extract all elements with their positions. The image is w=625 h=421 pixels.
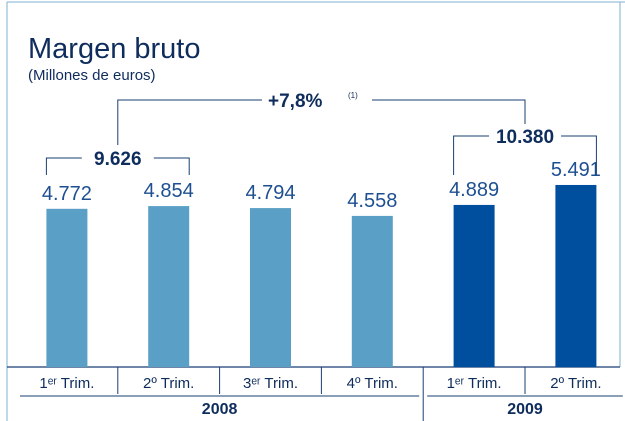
- value-label: 4.854: [144, 180, 194, 202]
- bar: [46, 208, 88, 367]
- chart-title: Margen bruto: [28, 33, 201, 65]
- value-label: 4.794: [245, 182, 295, 204]
- value-label: 5.491: [551, 159, 601, 181]
- group-label: 2009: [507, 401, 543, 418]
- total-label: 10.380: [496, 127, 554, 148]
- x-tick-label: 1ᵉʳ Trim.: [39, 375, 94, 392]
- bar: [148, 206, 190, 367]
- x-tick-label: 4º Trim.: [347, 375, 398, 392]
- value-label: 4.772: [42, 183, 92, 205]
- bar: [351, 215, 393, 367]
- total-bracket: [45, 157, 190, 175]
- x-tick-label: 1ᵉʳ Trim.: [447, 375, 502, 392]
- value-label: 4.889: [449, 179, 499, 201]
- value-label: 4.558: [347, 190, 397, 212]
- bar: [453, 204, 495, 367]
- x-tick-label: 3ᵉʳ Trim.: [243, 375, 298, 392]
- total-label: 9.626: [94, 149, 142, 170]
- total-bracket: [453, 135, 597, 175]
- change-note: (1): [348, 91, 358, 100]
- x-tick-label: 2º Trim.: [143, 375, 194, 392]
- change-label: +7,8%: [268, 91, 323, 112]
- bar: [250, 208, 291, 367]
- x-tick-label: 2º Trim.: [550, 375, 601, 392]
- group-label: 2008: [202, 401, 238, 418]
- chart-subtitle: (Millones de euros): [28, 67, 156, 84]
- change-bracket: [117, 99, 526, 145]
- bar: [555, 184, 597, 367]
